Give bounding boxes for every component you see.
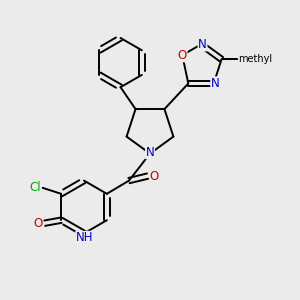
Text: NH: NH [76, 231, 93, 244]
Text: methyl: methyl [238, 54, 272, 64]
Text: N: N [211, 77, 220, 90]
Text: O: O [178, 49, 187, 62]
Text: O: O [150, 169, 159, 183]
Text: N: N [198, 38, 207, 51]
Text: Cl: Cl [29, 181, 41, 194]
Text: N: N [146, 146, 154, 159]
Text: O: O [33, 217, 43, 230]
